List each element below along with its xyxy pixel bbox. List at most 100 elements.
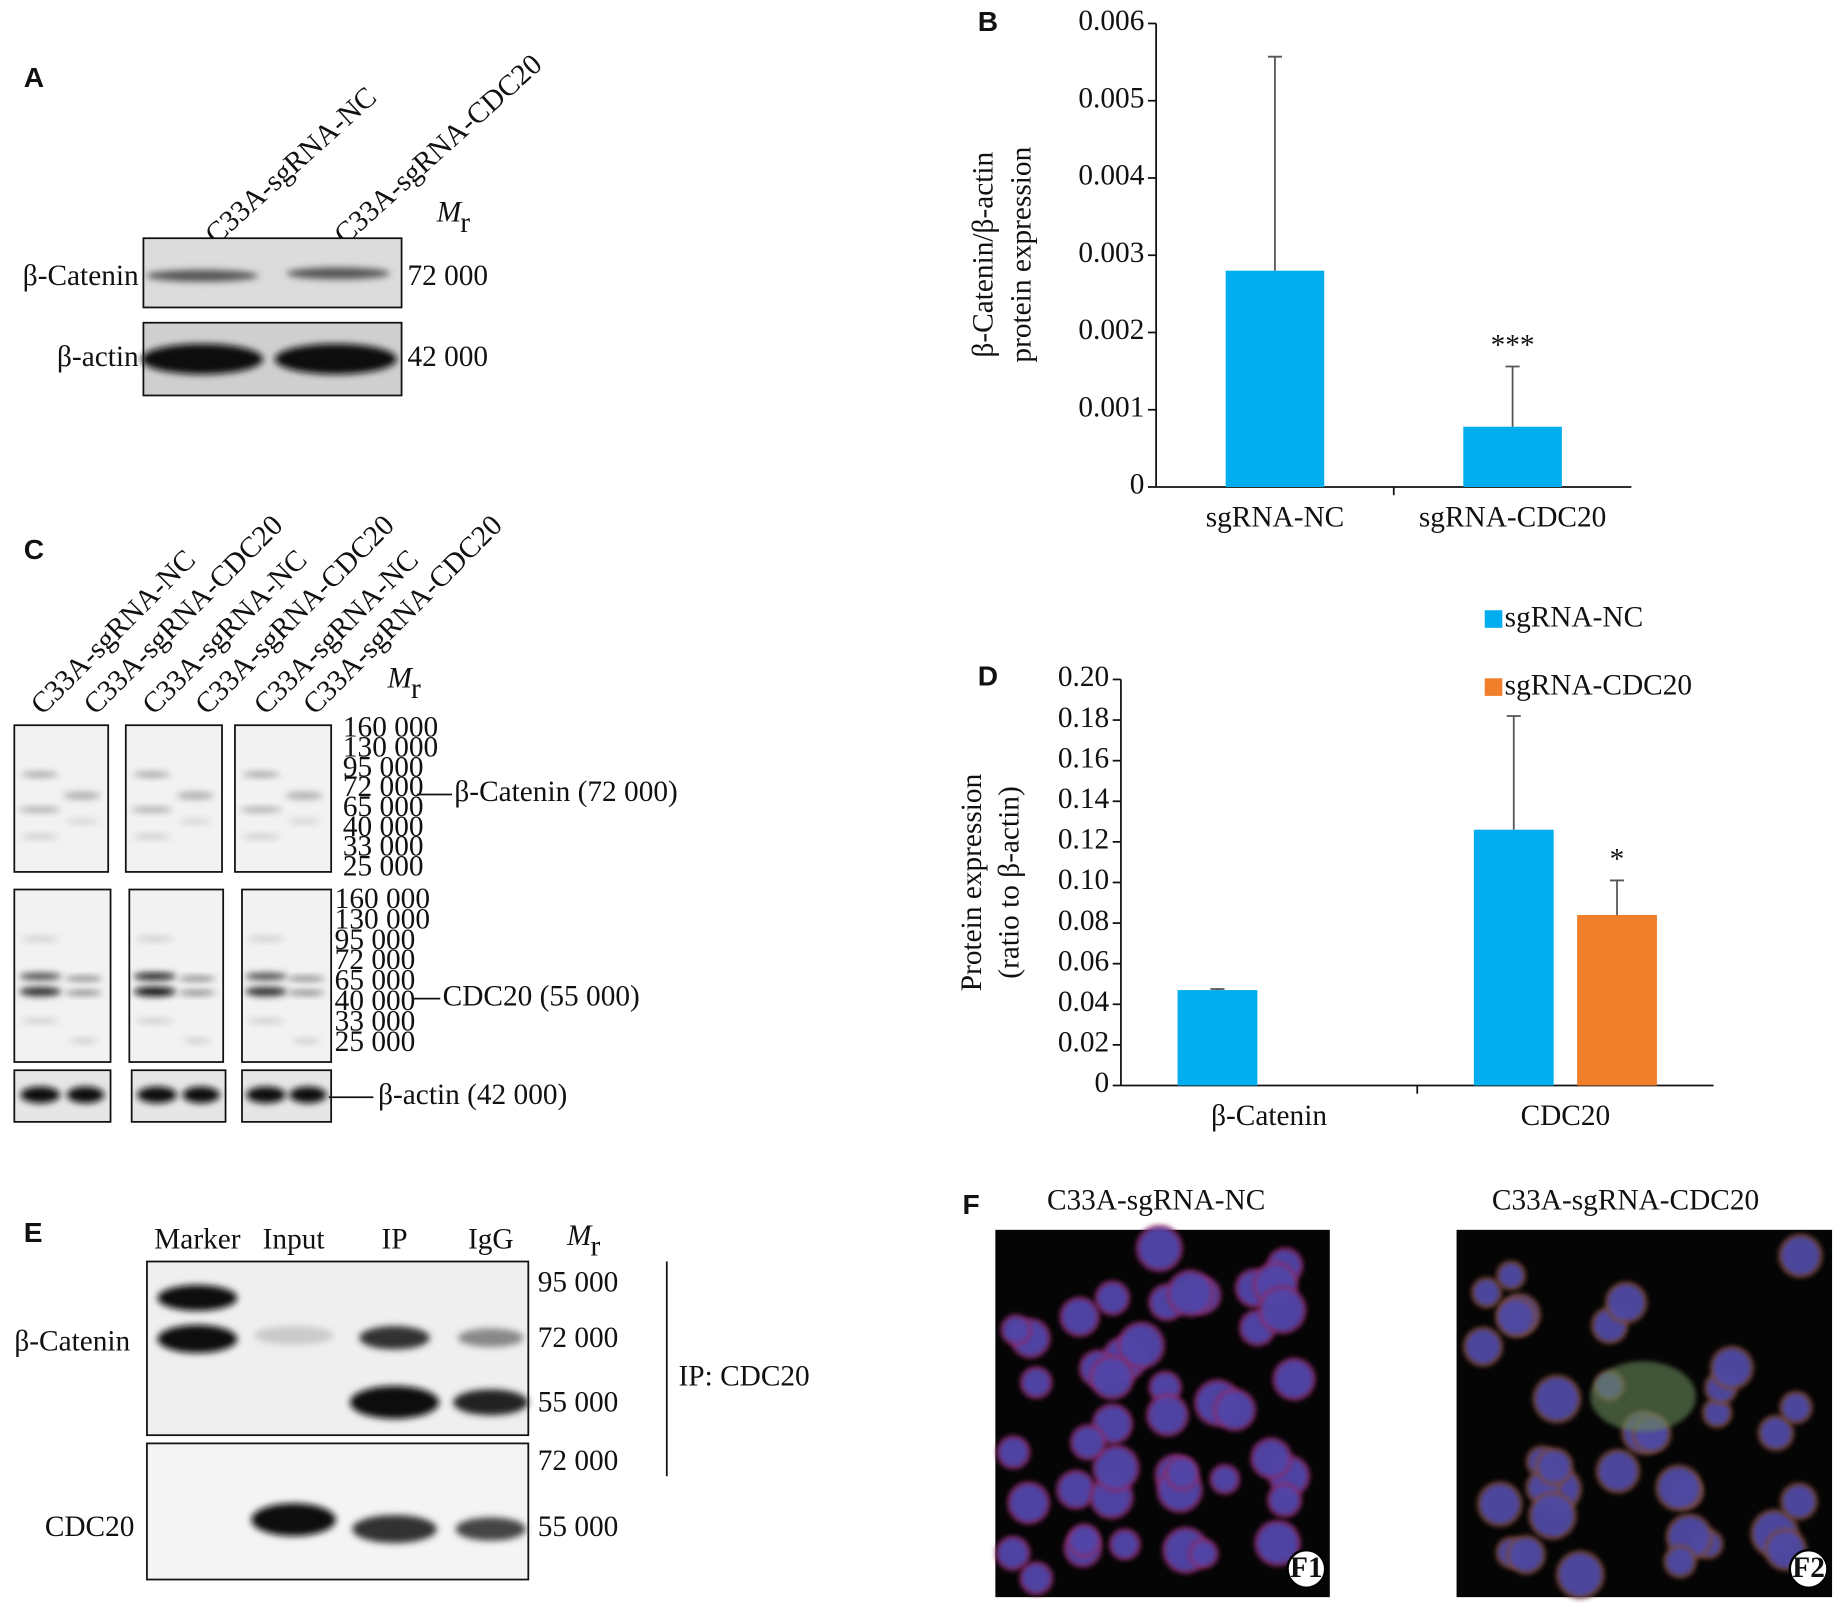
bands	[157, 1284, 529, 1419]
bar	[1177, 990, 1258, 1086]
nucleus	[1782, 1394, 1810, 1422]
y-tick-label: 0.001	[1078, 391, 1144, 423]
y-tick-label: 0.10	[1058, 864, 1109, 896]
band	[141, 343, 264, 375]
nucleus	[999, 1438, 1028, 1467]
ladder-label: 130 000	[335, 903, 430, 935]
panel-label: F	[963, 1189, 980, 1220]
protein-label: β-Catenin	[23, 260, 139, 292]
ladder-label: 160 000	[335, 883, 430, 915]
nucleus	[1216, 1391, 1253, 1429]
nucleus	[1705, 1400, 1730, 1425]
nucleus	[1257, 1523, 1298, 1564]
badge-label: F2	[1792, 1552, 1825, 1584]
mass-label: 95 000	[538, 1267, 619, 1299]
y-tick-label: 0.002	[1078, 314, 1144, 346]
band	[287, 976, 325, 982]
nucleus	[1212, 1467, 1238, 1492]
band	[64, 990, 103, 996]
x-tick-label: CDC20	[1521, 1100, 1611, 1132]
ladder-label: 40 000	[335, 985, 416, 1017]
nucleus	[1191, 1541, 1216, 1566]
ladder-label: 40 000	[343, 811, 424, 843]
y-tick-label: 0.14	[1058, 783, 1110, 815]
ladder-label: 25 000	[335, 1026, 416, 1058]
nucleus	[1499, 1263, 1523, 1288]
mass-label: 42 000	[407, 341, 488, 373]
bands	[133, 936, 216, 1044]
band	[157, 1284, 238, 1311]
band	[182, 1086, 220, 1104]
band	[178, 976, 216, 982]
bands	[145, 267, 390, 282]
error-bar	[1506, 715, 1521, 830]
band	[292, 1038, 321, 1044]
target-label: β-Catenin (72 000)	[454, 776, 677, 808]
band	[178, 819, 212, 824]
band	[247, 1018, 285, 1024]
band	[135, 1018, 174, 1024]
band	[285, 792, 323, 800]
band	[287, 819, 321, 824]
y-axis-label: β-Catenin/β-actin	[968, 151, 1000, 357]
x-tick-label: sgRNA-NC	[1206, 502, 1345, 534]
band	[244, 972, 288, 980]
blot	[13, 724, 110, 873]
protein-label: β-Catenin	[14, 1325, 130, 1357]
band	[289, 1086, 327, 1104]
ladder-label: 65 000	[335, 965, 416, 997]
bands	[251, 1503, 526, 1544]
nucleus	[1275, 1360, 1313, 1398]
column-label: Input	[263, 1223, 325, 1255]
nucleus	[1112, 1531, 1138, 1558]
nucleus	[1666, 1547, 1694, 1576]
nucleus	[1598, 1452, 1637, 1491]
y-tick-label: 0.12	[1058, 824, 1109, 856]
ladder-label: 25 000	[343, 850, 424, 882]
band	[287, 990, 325, 996]
bands	[246, 1086, 327, 1104]
y-tick-label: 0.005	[1078, 82, 1144, 114]
ladder-label: 65 000	[343, 791, 424, 823]
nucleus	[1474, 1280, 1500, 1306]
column-label: Marker	[154, 1223, 241, 1255]
y-axis-label: Protein expression	[956, 773, 988, 991]
y-tick-label: 0.18	[1058, 702, 1109, 734]
significance: ***	[1491, 329, 1535, 361]
nucleus	[1022, 1564, 1051, 1593]
y-tick-label: 0	[1130, 469, 1145, 501]
mass-label: 72 000	[538, 1322, 619, 1354]
nucleus	[1498, 1299, 1534, 1335]
nucleus	[1167, 1458, 1197, 1488]
band	[21, 1018, 60, 1024]
nucleus	[1658, 1467, 1699, 1509]
nucleus	[1095, 1447, 1137, 1489]
nucleus	[1261, 1289, 1304, 1331]
band	[130, 807, 173, 813]
bar	[1463, 426, 1562, 488]
bands	[130, 772, 214, 840]
band	[133, 772, 171, 777]
band	[133, 834, 171, 840]
error-bar	[1267, 55, 1282, 271]
target-label: CDC20 (55 000)	[443, 980, 640, 1012]
band	[286, 267, 390, 280]
band	[182, 1038, 211, 1044]
bands	[141, 343, 397, 375]
y-tick-label: 0.20	[1058, 661, 1109, 693]
band	[20, 772, 59, 777]
bar	[1577, 914, 1657, 1086]
nucleus	[1480, 1484, 1520, 1524]
mass-label: 72 000	[538, 1445, 619, 1477]
image-title: C33A-sgRNA-CDC20	[1492, 1185, 1759, 1217]
nucleus	[998, 1538, 1028, 1568]
x-tick-label: sgRNA-CDC20	[1419, 502, 1606, 534]
y-tick-label: 0.006	[1078, 5, 1144, 37]
bands	[137, 1086, 220, 1104]
band	[20, 834, 59, 840]
y-tick-label: 0.02	[1058, 1027, 1109, 1059]
band	[133, 972, 176, 980]
y-tick-label: 0.08	[1058, 905, 1109, 937]
band	[349, 1385, 440, 1419]
